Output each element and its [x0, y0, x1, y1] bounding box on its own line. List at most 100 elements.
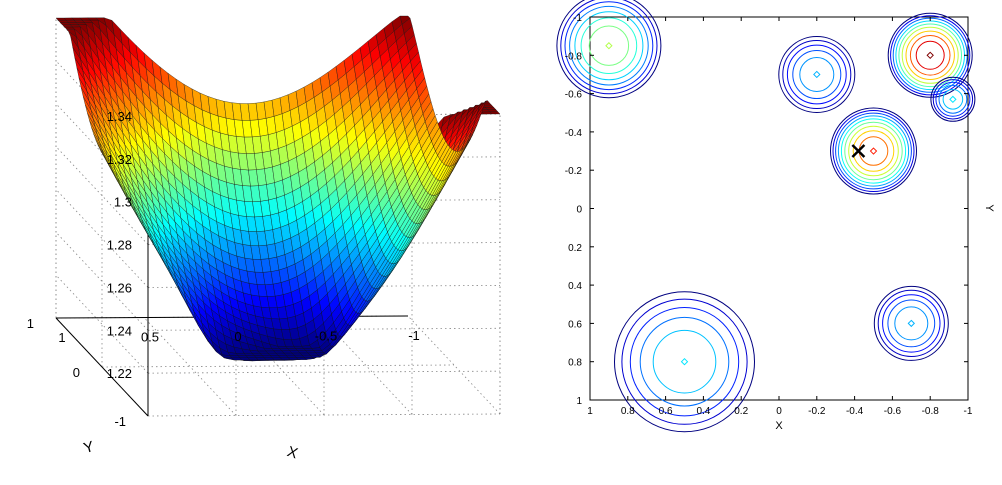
surface-y-tick-label: 1: [27, 316, 34, 331]
contour-line: [938, 84, 968, 114]
contour-line: [901, 26, 959, 84]
contour-x-tick-label: 0.2: [734, 406, 748, 417]
contour-line: [898, 23, 963, 88]
contour-line: [830, 107, 917, 195]
contour-line: [909, 35, 951, 76]
surface-x-tick-label: 0: [234, 329, 241, 344]
surface-z-tick-label: 1.26: [107, 280, 132, 295]
contour-line: [639, 316, 730, 407]
contour-line: [560, 0, 658, 95]
contour-line: [569, 5, 649, 86]
contour-line: [905, 30, 955, 80]
contour-x-tick-label: 0.4: [696, 406, 710, 417]
contour-x-tick-label: -0.8: [922, 406, 940, 417]
contour-line: [792, 50, 842, 99]
contour-line: [942, 89, 964, 110]
contour-plot: 1 0.8 0.6 0.4 0.2 0 -0.2 -0.4 -0.6 -0.8 -1 -1 -0.8 -0…: [556, 0, 995, 433]
contour-line: [837, 115, 910, 187]
contour-y-tick-label: 0.6: [568, 319, 582, 330]
contour-x-tick-label: 0.6: [659, 406, 673, 417]
contour-x-tick-label: -0.6: [884, 406, 902, 417]
contour-line: [778, 36, 856, 113]
contour-y-tick-label: 0: [576, 205, 582, 216]
contour-y-tick-label: -0.2: [565, 166, 583, 177]
contour-line: [564, 1, 654, 91]
contour-y-tick-label: 1: [576, 396, 582, 407]
contour-x-tick-label: -1: [964, 406, 973, 417]
contour-peak-center: [926, 51, 934, 60]
contour-x-tick-label: 1: [587, 406, 593, 417]
contour-line: [852, 130, 895, 172]
surface-x-tick-label: -1: [408, 328, 420, 343]
contour-y-tick-label: -0.8: [565, 51, 583, 62]
contour-line: [629, 307, 740, 417]
contour-line: [848, 125, 899, 177]
contour-x-tick-label: 0: [776, 406, 782, 417]
contour-line: [621, 298, 748, 425]
surface-z-tick-label: 1.24: [107, 323, 132, 338]
surface-x-tick-label: -0.5: [315, 329, 337, 344]
contour-line: [915, 40, 945, 70]
contour-line: [835, 112, 912, 190]
minimum-marker: [851, 144, 866, 158]
contour-line: [832, 110, 915, 192]
surface-z-tick-label: 1.3: [114, 195, 132, 210]
contour-x-axis-label: X: [775, 420, 783, 432]
surface-x-tick-label: 0.5: [141, 330, 159, 345]
contour-line: [799, 57, 835, 92]
surface-z-tick-label: 1.22: [107, 366, 132, 381]
contour-peak-center: [907, 319, 916, 328]
surface-y-tick-label: 0: [73, 365, 80, 380]
contour-peak-center: [813, 70, 821, 79]
contour-line: [844, 121, 903, 181]
contour-x-tick-label: 0.8: [621, 406, 635, 417]
surface-mesh-cell: [399, 15, 411, 25]
contour-line: [887, 12, 973, 98]
surface-y-axis-line: [55, 317, 149, 417]
contour-y-tick-label: 0.2: [568, 243, 582, 254]
marker-x-stroke: [851, 144, 866, 158]
contour-line: [882, 294, 941, 353]
surface-floor-gridline: [147, 413, 501, 417]
contour-line: [786, 44, 847, 105]
contour-y-tick-label: -0.4: [565, 128, 583, 139]
contour-y-tick-label: 0.8: [568, 358, 582, 369]
contour-line: [873, 285, 949, 361]
contour-line: [877, 289, 945, 357]
contour-peak-center: [605, 42, 613, 50]
contour-line: [580, 17, 638, 74]
contour-peak-center: [869, 147, 878, 155]
surface-x-tick-label: 1: [58, 330, 65, 345]
contour-y-tick-label: 0.4: [568, 281, 582, 292]
contour-line: [840, 118, 907, 184]
contour-line: [887, 299, 936, 348]
contour-peak-center: [680, 357, 689, 366]
contour-y-axis-label: Y: [983, 204, 995, 212]
surface-z-tick-label: 1.28: [107, 238, 132, 253]
surface-z-tick-label: 1.32: [107, 152, 132, 167]
surface-y-tick-label: -1: [114, 414, 126, 429]
surface-mesh: [55, 15, 501, 362]
contour-line: [935, 81, 971, 117]
contour-line: [932, 79, 974, 120]
contour-line: [894, 306, 929, 341]
surface-x-axis-label: X: [285, 443, 300, 462]
contour-line: [614, 291, 755, 433]
contour-peak-center: [949, 95, 957, 104]
contour-x-tick-label: -0.4: [846, 406, 864, 417]
surface-y-axis-label: Y: [82, 438, 96, 457]
surface-z-tick-label: 1.34: [107, 109, 132, 124]
contour-line: [588, 25, 630, 66]
surface-plot: 1.34 1.32 1.3 1.28 1.26 1.24 1.22 1 0.5 0 -0.5 -1 -1…: [27, 15, 501, 462]
contour-x-tick-label: -0.2: [808, 406, 826, 417]
contour-line: [574, 11, 644, 81]
contour-ticks: 1 0.8 0.6 0.4 0.2 0 -0.2 -0.4 -0.6 -0.8 -1 -1 -0.8 -0…: [565, 13, 973, 417]
contour-y-tick-label: -1: [573, 13, 582, 24]
contour-y-tick-label: -0.6: [565, 90, 583, 101]
surface-floor-gridline: [101, 364, 455, 368]
contour-line: [782, 40, 852, 109]
contour-line: [652, 329, 717, 394]
contour-line: [890, 15, 971, 96]
